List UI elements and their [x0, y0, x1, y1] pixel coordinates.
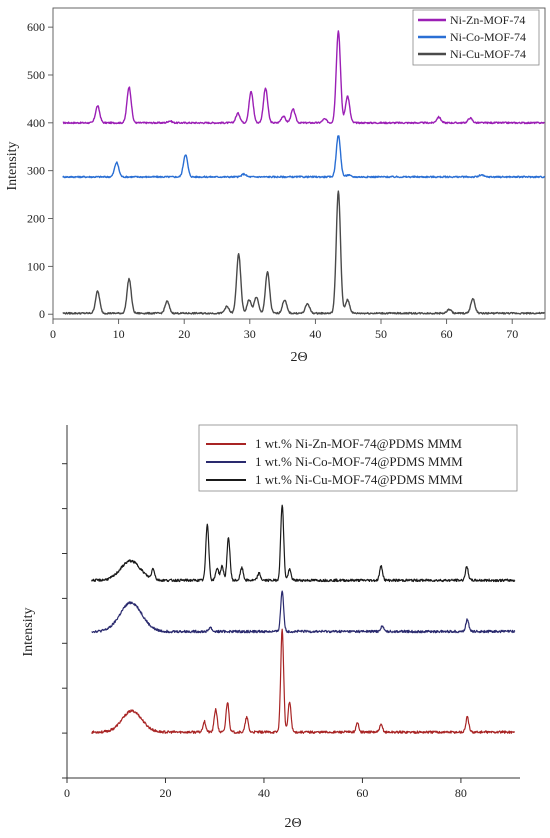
x-tick-label: 20	[159, 786, 171, 800]
x-tick-label: 60	[441, 327, 453, 341]
series-line-1-wt-ni-zn-mof-74-pdms-mmm	[91, 628, 515, 734]
x-tick-label: 10	[113, 327, 125, 341]
legend: Ni-Zn-MOF-74 Ni-Co-MOF-74 Ni-Cu-MOF-74	[412, 9, 540, 66]
x-axis-label: 2Θ	[290, 350, 307, 365]
series-line-1-wt-ni-cu-mof-74-pdms-mmm	[91, 504, 516, 583]
legend-label-cu-pdms: 1 wt.% Ni-Cu-MOF-74@PDMS MMM	[255, 472, 463, 487]
series-line-ni-co-mof-74	[62, 135, 546, 179]
x-tick-label: 0	[64, 786, 70, 800]
xrd-chart-bottom: 0 20 40 60 80 Intensity 2Θ 1 wt.% Ni-Zn-MOF-…	[21, 424, 520, 831]
legend-label-ni-zn: Ni-Zn-MOF-74	[450, 13, 525, 27]
x-tick-label: 20	[178, 327, 190, 341]
series-line-ni-cu-mof-74	[62, 190, 545, 315]
y-tick-label: 0	[39, 307, 45, 321]
legend-box	[198, 424, 518, 492]
x-tick-label: 50	[375, 327, 387, 341]
x-tick-label: 80	[455, 786, 467, 800]
x-axis-label: 2Θ	[284, 816, 301, 831]
x-tick-label: 0	[50, 327, 56, 341]
legend: 1 wt.% Ni-Zn-MOF-74@PDMS MMM 1 wt.% Ni-C…	[198, 424, 518, 492]
y-tick-label: 200	[27, 212, 45, 226]
legend-label-co-pdms: 1 wt.% Ni-Co-MOF-74@PDMS MMM	[255, 454, 463, 469]
y-tick-label: 600	[27, 20, 45, 34]
y-tick-label: 500	[27, 68, 45, 82]
y-axis-label: Intensity	[21, 608, 36, 657]
x-tick-label: 60	[356, 786, 368, 800]
y-tick-label: 300	[27, 164, 45, 178]
legend-label-zn-pdms: 1 wt.% Ni-Zn-MOF-74@PDMS MMM	[255, 436, 462, 451]
plot-frame	[52, 7, 546, 320]
y-axis-label: Intensity	[5, 142, 20, 191]
y-tick-label: 100	[27, 259, 45, 273]
x-tick-label: 40	[258, 786, 270, 800]
x-tick-label: 70	[506, 327, 518, 341]
series-line-ni-zn-mof-74	[62, 30, 545, 125]
series-line-1-wt-ni-co-mof-74-pdms-mmm	[91, 590, 516, 634]
legend-label-ni-co: Ni-Co-MOF-74	[450, 30, 526, 44]
legend-label-ni-cu: Ni-Cu-MOF-74	[450, 47, 526, 61]
x-tick-label: 30	[244, 327, 256, 341]
xrd-chart-top: 0 100 200 300 400 500 600 0 10 20 30 40 50 60 70 Inte…	[5, 7, 546, 365]
x-tick-label: 40	[309, 327, 321, 341]
y-tick-label: 400	[27, 116, 45, 130]
